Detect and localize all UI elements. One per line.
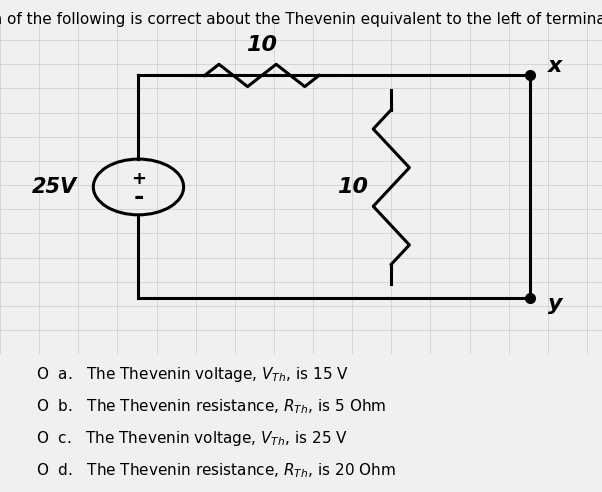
Text: O  a.   The Thevenin voltage, $V_{Th}$, is 15 V: O a. The Thevenin voltage, $V_{Th}$, is …	[36, 365, 349, 384]
Text: O  b.   The Thevenin resistance, $R_{Th}$, is 5 Ohm: O b. The Thevenin resistance, $R_{Th}$, …	[36, 397, 386, 416]
Text: -: -	[133, 185, 144, 210]
Text: O  c.   The Thevenin voltage, $V_{Th}$, is 25 V: O c. The Thevenin voltage, $V_{Th}$, is …	[36, 429, 348, 448]
Text: 25V: 25V	[32, 177, 76, 197]
Text: 10: 10	[246, 35, 278, 55]
Text: x: x	[548, 56, 562, 76]
Text: y: y	[548, 294, 562, 314]
Text: Which of the following is correct about the Thevenin equivalent to the left of t: Which of the following is correct about …	[0, 12, 602, 27]
Text: 10: 10	[337, 177, 368, 197]
Text: O  d.   The Thevenin resistance, $R_{Th}$, is 20 Ohm: O d. The Thevenin resistance, $R_{Th}$, …	[36, 461, 396, 480]
Text: +: +	[131, 170, 146, 188]
